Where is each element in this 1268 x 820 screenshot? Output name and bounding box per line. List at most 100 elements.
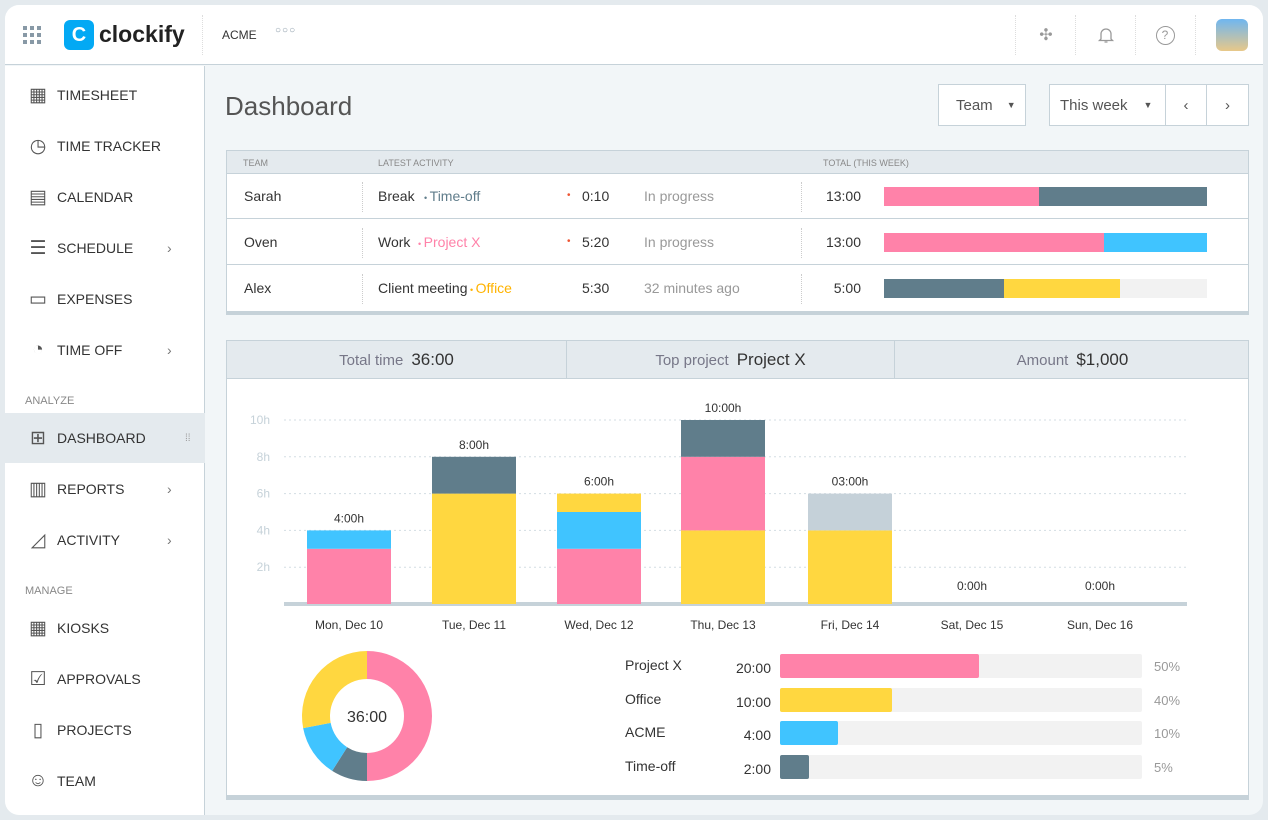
table-row[interactable]: Sarah Break • Time-off • 0:10 In progres… [227,174,1248,219]
date-range-dropdown[interactable]: This week ▼ [1049,84,1166,126]
bar-segment[interactable] [432,493,516,604]
sidebar-item-expenses[interactable]: ▭ EXPENSES [5,274,205,324]
divider [1015,15,1016,55]
sidebar-item-label: CALENDAR [57,189,134,205]
sidebar-item-time-off[interactable]: ◔ TIME OFF › [5,325,205,375]
status: 32 minutes ago [644,280,740,296]
week-total-bar [884,187,1207,206]
drag-handle-icon[interactable]: ⁞⁞ [185,432,191,444]
previous-week-button[interactable]: ‹ [1165,84,1207,126]
divider [1135,15,1136,55]
table-row[interactable]: Oven Work • Project X • 5:20 In progress… [227,220,1248,265]
next-week-button[interactable]: › [1206,84,1249,126]
project-time: 2:00 [743,760,771,777]
project-tag[interactable]: • Project X [418,234,481,250]
team-activity-table: TEAM LATEST ACTIVITY TOTAL (THIS WEEK) S… [226,150,1249,315]
donut-slice[interactable] [367,651,432,781]
sidebar-item-label: ACTIVITY [57,532,121,548]
donut-slice[interactable] [302,651,367,729]
caret-down-icon: ▼ [1143,100,1153,110]
project-donut-chart: 36:00 [302,651,432,781]
project-time: 4:00 [743,727,771,743]
bar-segment[interactable] [557,512,641,549]
sidebar-item-label: DASHBOARD [57,430,146,446]
bar-segment[interactable] [557,548,641,604]
y-tick-label: 2h [257,560,270,574]
project-tag[interactable]: • Time-off [424,188,481,204]
member-name: Alex [244,280,272,296]
sidebar-item-time-tracker[interactable]: ◷ TIME TRACKER [5,121,205,171]
donut-slice[interactable] [303,722,348,771]
sidebar-item-label: REPORTS [57,481,125,497]
bar-segment [1103,233,1207,252]
puzzle-icon[interactable]: ✣ [1039,27,1053,44]
duration: 5:20 [582,234,610,250]
status: In progress [644,234,715,250]
bar-segment[interactable] [808,493,892,531]
bar-segment[interactable] [681,530,765,604]
bar-segment[interactable] [557,493,641,512]
more-icon[interactable]: ○○○ [275,25,297,36]
x-tick-label: Sun, Dec 16 [1067,618,1133,632]
col-latest-activity: LATEST ACTIVITY [378,158,454,168]
team-filter-dropdown[interactable]: Team ▼ [938,84,1026,126]
sidebar-item-team[interactable]: ☺ TEAM [5,756,205,806]
bar-value-label: 6:00h [584,475,614,489]
sidebar-item-reports[interactable]: ▥ REPORTS › [5,464,205,514]
sidebar-item-calendar[interactable]: ▤ CALENDAR [5,172,205,222]
sidebar-item-activity[interactable]: ◿ ACTIVITY › [5,515,205,565]
bar-segment [884,233,1104,252]
bar-segment [884,187,1040,206]
section-analyze: ANALYZE [25,395,75,407]
bar-segment[interactable] [681,420,765,457]
donut-slice[interactable] [332,747,367,781]
sidebar-item-label: TIMESHEET [57,87,138,103]
project-progress-fill [780,754,809,779]
summary-header: Total time 36:00 Top project Project X Amo… [227,341,1248,379]
chevron-right-icon: › [167,532,172,548]
apps-grid-icon[interactable] [23,26,41,44]
project-progress-bar [780,687,1142,712]
workspace-name[interactable]: ACME [222,28,257,42]
sidebar-item-kiosks[interactable]: ▦ KIOSKS [5,603,205,653]
running-dot-icon: • [567,190,571,201]
divider [1195,15,1196,55]
activity-icon: ◿ [30,529,46,551]
bar-segment [884,279,1004,298]
section-manage: MANAGE [25,585,73,597]
bar-value-label: 8:00h [459,438,489,452]
help-icon[interactable]: ? [1153,23,1177,47]
brand-name[interactable]: clockify [99,21,185,47]
bar-segment[interactable] [432,456,516,494]
project-progress-bar [780,721,1142,745]
app-window: C clockify ACME ○○○ ✣ ? ▦ TIMESHEET ◷ TIME … [5,5,1263,815]
bar-segment[interactable] [307,530,391,549]
table-row[interactable]: Alex Client meeting • Office 5:30 32 min… [227,266,1248,311]
sidebar-item-timesheet[interactable]: ▦ TIMESHEET [5,70,205,120]
chevron-right-icon: › [167,240,172,256]
duration: 5:30 [582,280,610,296]
col-total: TOTAL (THIS WEEK) [823,158,909,168]
bell-icon[interactable] [1094,23,1118,47]
reports-icon: ▥ [29,478,47,500]
project-tag[interactable]: • Office [470,280,512,296]
project-progress-fill [780,654,980,678]
clockify-logo-icon[interactable]: C [64,20,94,50]
sidebar-item-projects[interactable]: ▯ PROJECTS [5,705,205,755]
y-tick-label: 10h [250,413,270,427]
project-time: 10:00 [735,693,771,710]
bar-segment[interactable] [681,456,765,531]
sidebar-item-label: PROJECTS [57,722,132,738]
sidebar-item-schedule[interactable]: ☰ SCHEDULE › [5,223,205,273]
clock-icon: ◷ [29,135,47,157]
sidebar-item-approvals[interactable]: ☑ APPROVALS [5,654,205,704]
project-name: Time-off [625,757,676,774]
divider [1075,15,1076,55]
chevron-right-icon: › [167,342,172,358]
sidebar-item-dashboard[interactable]: ⊞ DASHBOARD ⁞⁞ [5,413,205,463]
bar-segment[interactable] [808,530,892,604]
avatar[interactable] [1216,19,1248,51]
amount-value: $1,000 [1076,350,1129,369]
project-progress-bar [780,654,1142,678]
bar-segment[interactable] [307,548,391,604]
